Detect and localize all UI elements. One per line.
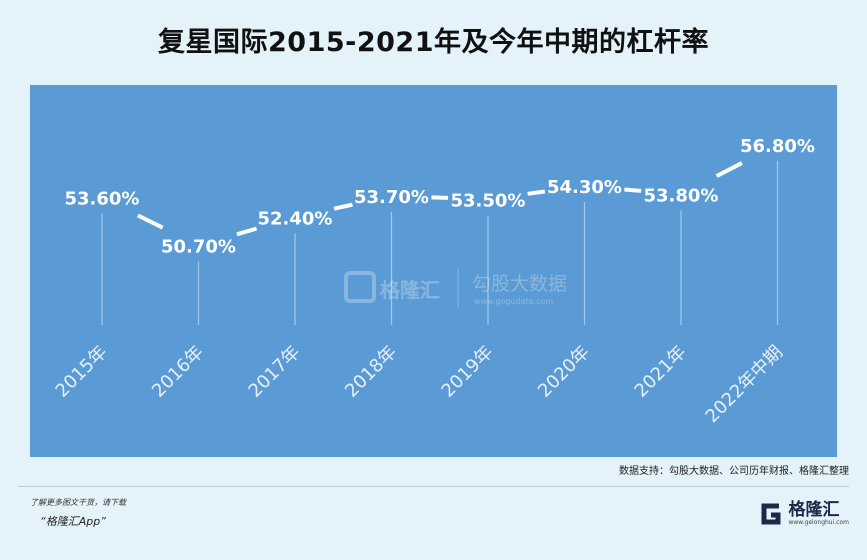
series-line-segment	[527, 189, 546, 196]
data-label: 54.30%	[547, 177, 622, 198]
series-line-segment	[236, 226, 258, 237]
watermark: 格隆汇 勾股大数据 www.gogudata.com	[344, 269, 567, 307]
x-tick-label: 2022年中期	[702, 342, 787, 427]
series-line-segment	[624, 187, 642, 193]
chart-title: 复星国际2015-2021年及今年中期的杠杆率	[158, 27, 709, 58]
footer-note: 了解更多图文干货，请下载	[30, 498, 126, 507]
logo-text: 格隆汇	[788, 500, 840, 520]
data-label: 52.40%	[258, 208, 333, 229]
series-line-segment	[715, 161, 743, 178]
watermark-url: www.gogudata.com	[474, 297, 553, 306]
x-tick-label: 2019年	[438, 342, 498, 402]
chart-panel: 格隆汇 勾股大数据 www.gogudata.com 53.60% 50.70% 5…	[30, 85, 837, 457]
x-tick-label: 2021年	[631, 342, 691, 402]
data-label: 56.80%	[740, 136, 815, 157]
x-tick-label: 2015年	[52, 342, 112, 402]
logo-g-icon	[761, 503, 781, 525]
data-label: 53.50%	[451, 190, 526, 211]
series-line-segment	[136, 213, 164, 230]
data-label: 50.70%	[161, 236, 236, 257]
brand-logo: 格隆汇 www.gelonghui.com	[757, 500, 849, 528]
logo-url: www.gelonghui.com	[788, 519, 849, 526]
series-line-segment	[431, 195, 449, 200]
x-tick-label: 2017年	[245, 342, 305, 402]
data-source: 数据支持：勾股大数据、公司历年财报、格隆汇整理	[619, 466, 849, 477]
series-line-segment	[333, 202, 353, 211]
watermark-brand: 格隆汇	[380, 278, 440, 302]
footer-divider	[18, 486, 849, 487]
data-label: 53.80%	[644, 185, 719, 206]
watermark-logo-icon	[344, 271, 376, 303]
footer-app-name: “格隆汇App”	[40, 515, 106, 528]
line-chart: 格隆汇 勾股大数据 www.gogudata.com 53.60% 50.70% 5…	[52, 136, 815, 427]
data-label: 53.60%	[65, 189, 140, 210]
x-tick-label: 2018年	[341, 342, 401, 402]
data-label: 53.70%	[354, 187, 429, 208]
x-tick-label: 2020年	[534, 342, 594, 402]
x-tick-label: 2016年	[148, 342, 208, 402]
watermark-product: 勾股大数据	[472, 273, 567, 295]
